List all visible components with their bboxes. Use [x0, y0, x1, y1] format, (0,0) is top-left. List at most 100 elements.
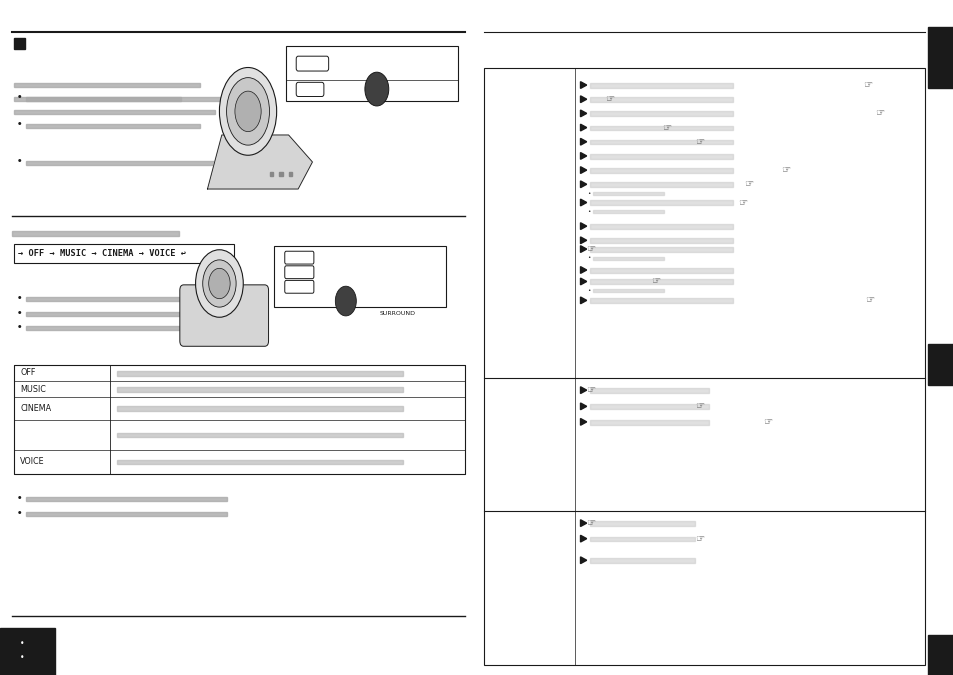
- Bar: [116, 460, 402, 464]
- Ellipse shape: [227, 78, 270, 145]
- Bar: [26, 124, 200, 128]
- Bar: [589, 521, 694, 526]
- Bar: [116, 433, 402, 437]
- Bar: [483, 68, 924, 665]
- Bar: [589, 238, 732, 243]
- Text: •: •: [17, 93, 22, 103]
- Bar: [589, 140, 732, 144]
- Text: •: •: [20, 639, 25, 649]
- Bar: [592, 289, 663, 292]
- Bar: [589, 404, 709, 409]
- Text: ID/TUNING: ID/TUNING: [334, 95, 371, 100]
- Text: ☞: ☞: [875, 109, 883, 118]
- Bar: [926, 27, 953, 88]
- Text: CINEMA: CINEMA: [20, 404, 51, 413]
- Bar: [26, 512, 226, 516]
- Bar: [14, 244, 233, 263]
- Text: •: •: [586, 209, 590, 214]
- Bar: [589, 268, 732, 273]
- Text: •: •: [586, 288, 590, 293]
- Text: ☞: ☞: [661, 123, 671, 132]
- Text: •: •: [17, 493, 22, 503]
- Text: ☞: ☞: [781, 165, 790, 175]
- Polygon shape: [579, 167, 586, 173]
- Text: ☞: ☞: [695, 402, 703, 411]
- Polygon shape: [579, 267, 586, 273]
- Text: SURROUND: SURROUND: [378, 310, 415, 316]
- Bar: [26, 497, 226, 501]
- Polygon shape: [579, 520, 586, 526]
- Bar: [14, 364, 464, 474]
- Bar: [589, 420, 709, 425]
- Polygon shape: [579, 418, 586, 425]
- Bar: [26, 312, 202, 316]
- Text: ☞: ☞: [695, 534, 704, 543]
- Bar: [589, 298, 732, 303]
- Polygon shape: [579, 387, 586, 394]
- Bar: [589, 83, 732, 88]
- Bar: [592, 192, 663, 195]
- Bar: [589, 279, 732, 284]
- Text: •: •: [17, 157, 22, 167]
- Text: •: •: [17, 508, 22, 518]
- Bar: [592, 210, 663, 213]
- FancyBboxPatch shape: [284, 251, 314, 264]
- Text: •: •: [17, 308, 22, 318]
- Text: ☞: ☞: [651, 277, 659, 286]
- Text: ☞: ☞: [864, 296, 873, 305]
- Polygon shape: [579, 246, 586, 252]
- Bar: [14, 97, 238, 101]
- Bar: [26, 161, 238, 165]
- Bar: [278, 172, 282, 176]
- Bar: [589, 537, 694, 541]
- Text: •: •: [20, 653, 25, 662]
- FancyBboxPatch shape: [284, 280, 314, 293]
- Bar: [589, 97, 732, 102]
- Bar: [269, 172, 273, 176]
- Text: ☞: ☞: [585, 518, 595, 528]
- FancyBboxPatch shape: [284, 266, 314, 279]
- Text: ☞: ☞: [738, 198, 747, 207]
- Ellipse shape: [219, 68, 276, 155]
- Text: ☞: ☞: [695, 137, 703, 146]
- Polygon shape: [579, 96, 586, 103]
- Text: •: •: [17, 323, 22, 332]
- Text: VOICE: VOICE: [319, 284, 339, 290]
- Text: •: •: [586, 255, 590, 261]
- Polygon shape: [579, 557, 586, 564]
- Text: ☞: ☞: [743, 180, 753, 189]
- Polygon shape: [579, 297, 586, 304]
- Polygon shape: [579, 153, 586, 159]
- Text: OPR/CHARGE: OPR/CHARGE: [334, 61, 379, 67]
- Bar: [26, 297, 202, 301]
- Bar: [589, 558, 694, 563]
- Bar: [14, 83, 200, 87]
- Text: ☞: ☞: [585, 385, 595, 395]
- Bar: [589, 200, 732, 205]
- Text: → OFF → MUSIC → CINEMA → VOICE ↩: → OFF → MUSIC → CINEMA → VOICE ↩: [18, 249, 186, 259]
- Ellipse shape: [195, 250, 243, 317]
- Bar: [0, 628, 55, 675]
- Text: ☞: ☞: [762, 417, 772, 427]
- Bar: [926, 634, 953, 675]
- Text: CINEMA: CINEMA: [319, 269, 345, 275]
- Polygon shape: [579, 278, 586, 285]
- Bar: [589, 247, 732, 252]
- Text: MUSIC: MUSIC: [319, 254, 340, 261]
- Bar: [589, 168, 732, 173]
- Bar: [589, 388, 709, 393]
- Bar: [11, 231, 178, 236]
- Text: •: •: [586, 190, 590, 196]
- Bar: [14, 110, 214, 114]
- Bar: [589, 111, 732, 116]
- Text: OFF: OFF: [20, 369, 35, 377]
- Bar: [116, 406, 402, 411]
- Polygon shape: [579, 223, 586, 230]
- Circle shape: [335, 286, 355, 316]
- Text: •: •: [17, 120, 22, 130]
- Bar: [592, 256, 663, 260]
- Bar: [14, 38, 25, 49]
- FancyBboxPatch shape: [179, 285, 268, 346]
- Polygon shape: [579, 535, 586, 542]
- Bar: [589, 224, 732, 229]
